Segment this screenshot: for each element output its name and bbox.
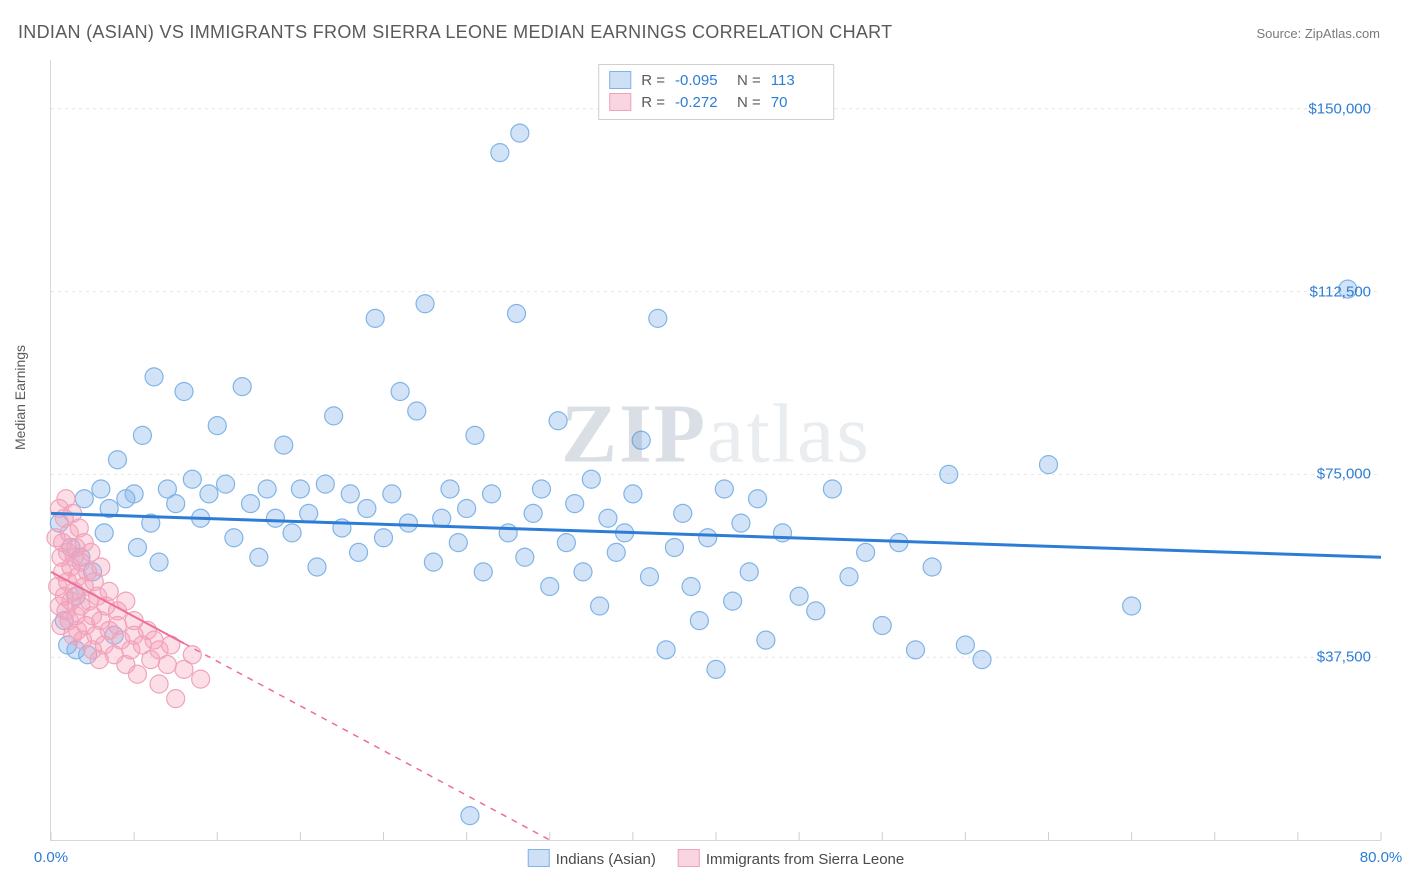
plot-area: ZIPatlas R = -0.095 N = 113 R = -0.272 N… [50,60,1381,841]
corr-r-label: R = [641,72,665,89]
y-tick-label: $75,000 [1317,466,1371,483]
corr-r-value-2: -0.272 [675,94,727,111]
legend-label-1: Indians (Asian) [556,851,656,868]
legend-swatch-1 [528,849,550,867]
swatch-series-1 [609,71,631,89]
correlation-legend: R = -0.095 N = 113 R = -0.272 N = 70 [598,64,834,120]
source-attribution: Source: ZipAtlas.com [1256,26,1380,41]
swatch-series-2 [609,93,631,111]
chart-title: INDIAN (ASIAN) VS IMMIGRANTS FROM SIERRA… [18,22,892,43]
corr-n-value-2: 70 [771,94,823,111]
chart-svg [51,60,1381,840]
legend-label-2: Immigrants from Sierra Leone [706,851,904,868]
y-tick-label: $37,500 [1317,649,1371,666]
corr-n-value-1: 113 [771,72,823,89]
y-tick-label: $150,000 [1308,100,1371,117]
corr-n-label: N = [737,94,761,111]
corr-row-1: R = -0.095 N = 113 [609,69,823,91]
x-min-label: 0.0% [34,849,68,866]
corr-n-label: N = [737,72,761,89]
corr-r-value-1: -0.095 [675,72,727,89]
y-tick-label: $112,500 [1310,283,1371,300]
legend-item-2: Immigrants from Sierra Leone [678,849,904,868]
corr-row-2: R = -0.272 N = 70 [609,91,823,113]
legend-swatch-2 [678,849,700,867]
legend-item-1: Indians (Asian) [528,849,656,868]
y-axis-label: Median Earnings [12,345,28,450]
series-legend: Indians (Asian) Immigrants from Sierra L… [528,849,904,868]
corr-r-label: R = [641,94,665,111]
x-max-label: 80.0% [1360,849,1403,866]
